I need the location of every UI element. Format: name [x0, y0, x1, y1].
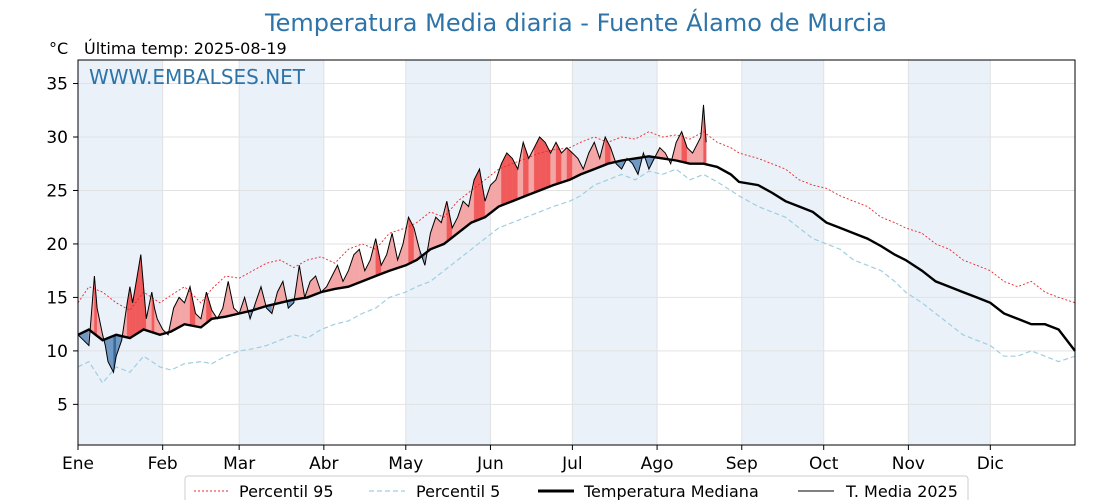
x-tick-label: May	[388, 454, 423, 474]
above-median-fill	[517, 142, 524, 200]
x-tick-label: Oct	[809, 454, 839, 474]
y-tick-label: 20	[46, 235, 68, 255]
x-tick-label: Ago	[641, 454, 674, 474]
x-axis: Ene Feb Mar Abr May Jun Jul Ago Sep Oct Nov Dic	[62, 445, 1004, 474]
above-median-fill	[544, 142, 551, 189]
plot-frame	[77, 59, 1076, 446]
p5-line	[77, 168, 1076, 385]
above-median-fill	[184, 286, 191, 326]
y-tick-label: 15	[46, 288, 68, 308]
month-band	[239, 60, 324, 445]
x-tick-label: Feb	[148, 454, 178, 474]
y-tick-label: 35	[46, 75, 68, 95]
y-tick-label: 10	[46, 342, 68, 362]
series-lines	[77, 104, 1076, 385]
legend-box	[184, 475, 969, 500]
above-median-fill	[539, 136, 546, 191]
last-temp-label: Última temp: 2025-08-19	[84, 39, 287, 58]
x-tick-label: Sep	[726, 454, 758, 474]
x-tick-label: Dic	[977, 454, 1004, 474]
above-median-fill	[331, 265, 338, 290]
p95-line	[77, 131, 1076, 311]
legend: Percentil 95 Percentil 5 Temperatura Med…	[184, 475, 969, 500]
above-median-fill	[506, 152, 513, 204]
x-tick-label: Mar	[223, 454, 255, 474]
month-band	[908, 60, 991, 445]
month-band	[741, 60, 824, 445]
legend-p5-label: Percentil 5	[416, 482, 500, 500]
x-tick-label: Jul	[561, 454, 583, 474]
watermark: WWW.EMBALSES.NET	[89, 65, 306, 89]
legend-median-label: Temperatura Mediana	[583, 482, 759, 500]
month-band	[572, 60, 658, 445]
median-line	[77, 155, 1076, 352]
month-band	[78, 60, 163, 445]
above-median-fill	[348, 254, 355, 287]
above-median-fill	[353, 248, 360, 285]
legend-p95-label: Percentil 95	[239, 482, 334, 500]
above-median-fill	[550, 142, 557, 187]
y-axis: 5 10 15 20 25 30 35	[46, 75, 78, 415]
month-bands	[78, 60, 991, 445]
above-median-fill	[501, 152, 507, 206]
x-tick-label: Ene	[62, 454, 94, 474]
above-median-fill	[692, 142, 699, 164]
above-median-fill	[528, 147, 535, 195]
y-tick-label: 5	[57, 395, 68, 415]
legend-current-label: T. Media 2025	[845, 482, 958, 500]
y-tick-label: 25	[46, 181, 68, 201]
unit-label: °C	[49, 39, 68, 58]
chart-title: Temperatura Media diaria - Fuente Álamo …	[264, 8, 887, 37]
x-tick-label: Abr	[309, 454, 338, 474]
y-tick-label: 30	[46, 128, 68, 148]
current-year-line	[77, 104, 707, 374]
x-tick-label: Jun	[476, 454, 504, 474]
x-tick-label: Nov	[892, 454, 925, 474]
